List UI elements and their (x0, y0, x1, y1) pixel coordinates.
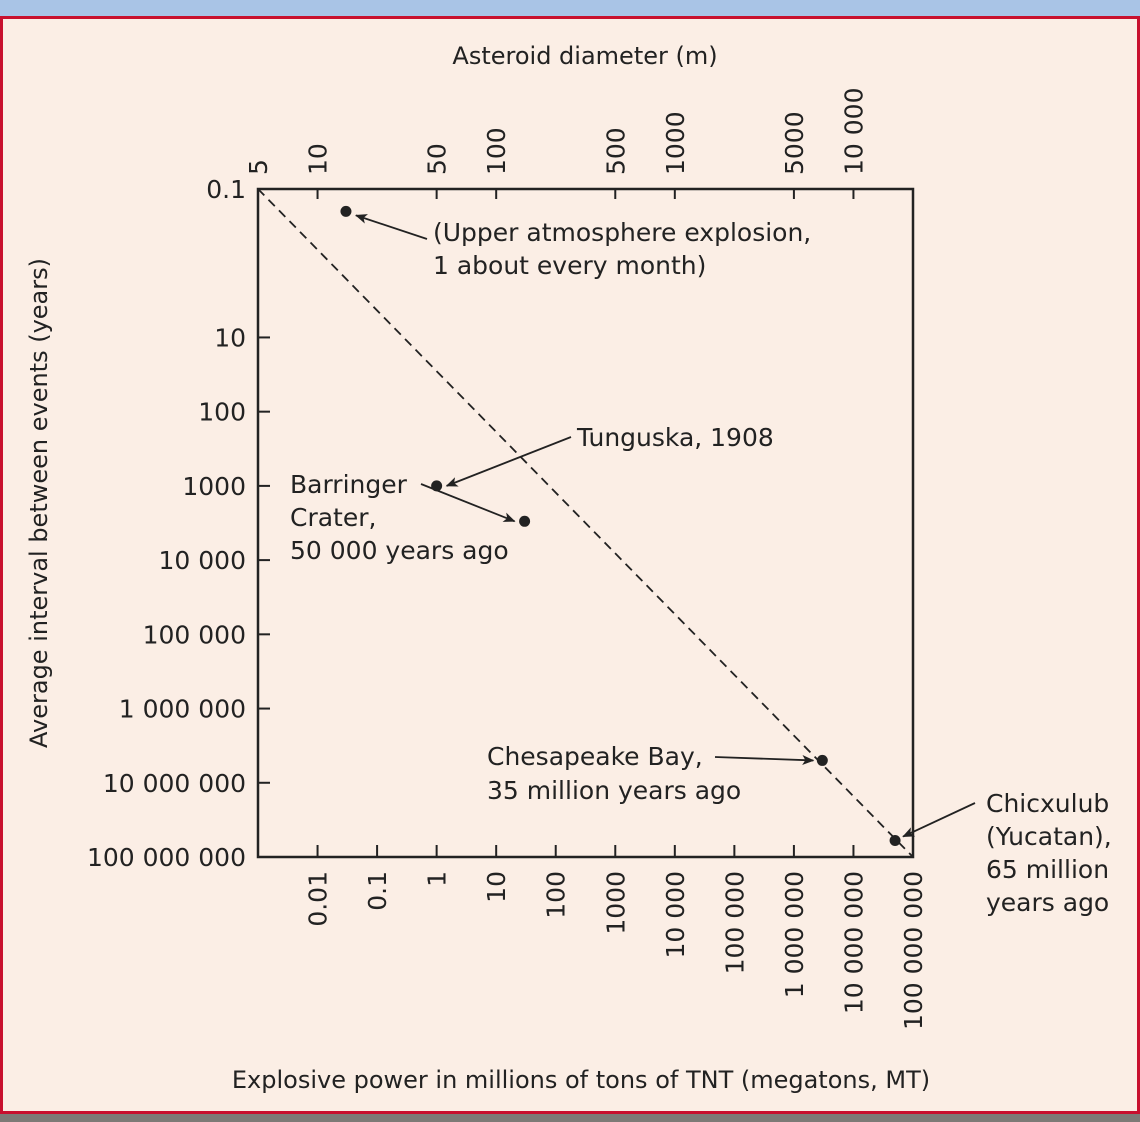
x2-tick-label: 10 000 (839, 88, 868, 175)
x2-tick-label: 100 (482, 127, 511, 175)
annotation-barringer: Crater, (290, 503, 376, 532)
y-tick-label: 100 000 (143, 620, 246, 649)
y-tick-label: 100 000 000 (87, 843, 246, 872)
x-tick-label: 100 000 (720, 871, 749, 974)
annotation-chicxulub: (Yucatan), (986, 822, 1112, 851)
y-tick-label: 1000 (182, 472, 246, 501)
x2-tick-label: 50 (423, 143, 452, 175)
impact-frequency-chart: Asteroid diameter (m) Explosive power in… (25, 42, 1112, 1094)
x2-tick-label: 500 (601, 127, 630, 175)
x-tick-label: 10 000 000 (839, 871, 868, 1014)
x-tick-label: 0.1 (363, 871, 392, 911)
annotation-barringer: 50 000 years ago (290, 536, 509, 565)
x-tick-label: 10 000 (661, 871, 690, 958)
y-tick-label: 10 000 (159, 546, 246, 575)
x-tick-label: 1 (423, 871, 452, 887)
annotation-upper-atmosphere: 1 about every month) (433, 251, 706, 280)
annotation-chicxulub: 65 million (986, 855, 1109, 884)
annotation-chicxulub: Chicxulub (986, 789, 1109, 818)
top-axis-title: Asteroid diameter (m) (452, 42, 717, 70)
x2-tick-label: 1000 (661, 111, 690, 175)
x-tick-label: 1 000 000 (780, 871, 809, 998)
x2-tick-label: 10 (304, 143, 333, 175)
y-tick-label: 0.1 (206, 175, 246, 204)
plot-frame (256, 187, 915, 859)
x-tick-label: 0.01 (304, 871, 333, 927)
y-tick-label: 100 (198, 398, 246, 427)
annotation-tunguska: Tunguska, 1908 (576, 423, 774, 452)
annotation-arrow-chesapeake (714, 755, 815, 766)
x-tick-label: 100 (542, 871, 571, 919)
annotation-arrow-tunguska (445, 436, 572, 487)
annotation-chicxulub: years ago (986, 888, 1109, 917)
x2-tick-label: 5000 (780, 111, 809, 175)
bottom-axis-title: Explosive power in millions of tons of T… (232, 1066, 930, 1094)
x-tick-label: 100 000 000 (899, 871, 928, 1030)
annotation-chesapeake: Chesapeake Bay, (487, 742, 703, 771)
point-barringer (519, 515, 531, 527)
annotation-chesapeake: 35 million years ago (487, 776, 741, 805)
x-tick-label: 1000 (601, 871, 630, 935)
x-tick-label: 10 (482, 871, 511, 903)
annotation-arrow-barringer (420, 483, 516, 523)
x2-tick-label: 5 (244, 159, 273, 175)
trend-line (257, 188, 914, 858)
left-axis-title: Average interval between events (years) (25, 258, 53, 748)
annotation-arrow-upper-atmosphere (355, 214, 428, 240)
annotation-upper-atmosphere: (Upper atmosphere explosion, (433, 218, 811, 247)
y-tick-label: 1 000 000 (119, 695, 246, 724)
y-tick-label: 10 000 000 (103, 769, 246, 798)
point-chesapeake (816, 754, 828, 766)
point-chicxulub (889, 835, 901, 847)
point-upper-atmosphere (340, 205, 352, 217)
figure-frame: Asteroid diameter (m) Explosive power in… (0, 16, 1140, 1114)
y-tick-label: 10 (214, 323, 246, 352)
annotation-arrow-chicxulub (902, 802, 976, 838)
annotation-barringer: Barringer (290, 470, 408, 499)
